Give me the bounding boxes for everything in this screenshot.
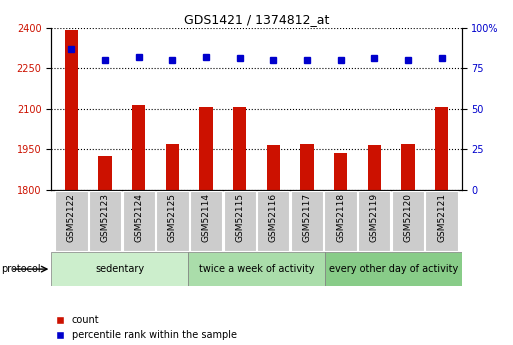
Text: GSM52125: GSM52125 (168, 193, 177, 242)
Text: GSM52120: GSM52120 (403, 193, 412, 242)
FancyBboxPatch shape (358, 191, 390, 250)
FancyBboxPatch shape (224, 191, 256, 250)
Bar (188, 252, 325, 286)
Bar (65, 30, 78, 190)
Text: GSM52123: GSM52123 (101, 193, 110, 242)
FancyBboxPatch shape (190, 191, 222, 250)
Bar (401, 144, 415, 190)
Bar (300, 144, 313, 190)
Title: GDS1421 / 1374812_at: GDS1421 / 1374812_at (184, 13, 329, 27)
Bar (233, 107, 246, 190)
Bar (132, 105, 146, 190)
Bar (334, 153, 347, 190)
Bar (267, 145, 280, 190)
FancyBboxPatch shape (291, 191, 323, 250)
Text: GSM52122: GSM52122 (67, 193, 76, 242)
Bar (98, 156, 112, 190)
Text: GSM52124: GSM52124 (134, 193, 143, 242)
Text: GSM52118: GSM52118 (336, 193, 345, 242)
Text: GSM52121: GSM52121 (437, 193, 446, 242)
Bar (166, 144, 179, 190)
Text: GSM52114: GSM52114 (202, 193, 210, 242)
Text: twice a week of activity: twice a week of activity (199, 264, 314, 274)
Text: GSM52115: GSM52115 (235, 193, 244, 242)
Text: sedentary: sedentary (95, 264, 144, 274)
FancyBboxPatch shape (257, 191, 289, 250)
Bar (200, 107, 213, 190)
FancyBboxPatch shape (156, 191, 189, 250)
Bar (325, 252, 462, 286)
Text: GSM52117: GSM52117 (303, 193, 311, 242)
Legend: count, percentile rank within the sample: count, percentile rank within the sample (56, 315, 236, 340)
FancyBboxPatch shape (123, 191, 155, 250)
FancyBboxPatch shape (425, 191, 458, 250)
Bar (51, 252, 188, 286)
FancyBboxPatch shape (55, 191, 88, 250)
FancyBboxPatch shape (324, 191, 357, 250)
Bar (435, 107, 448, 190)
FancyBboxPatch shape (392, 191, 424, 250)
Text: GSM52119: GSM52119 (370, 193, 379, 242)
FancyBboxPatch shape (89, 191, 121, 250)
Text: every other day of activity: every other day of activity (329, 264, 458, 274)
Text: protocol: protocol (2, 264, 41, 274)
Bar (367, 145, 381, 190)
Text: GSM52116: GSM52116 (269, 193, 278, 242)
